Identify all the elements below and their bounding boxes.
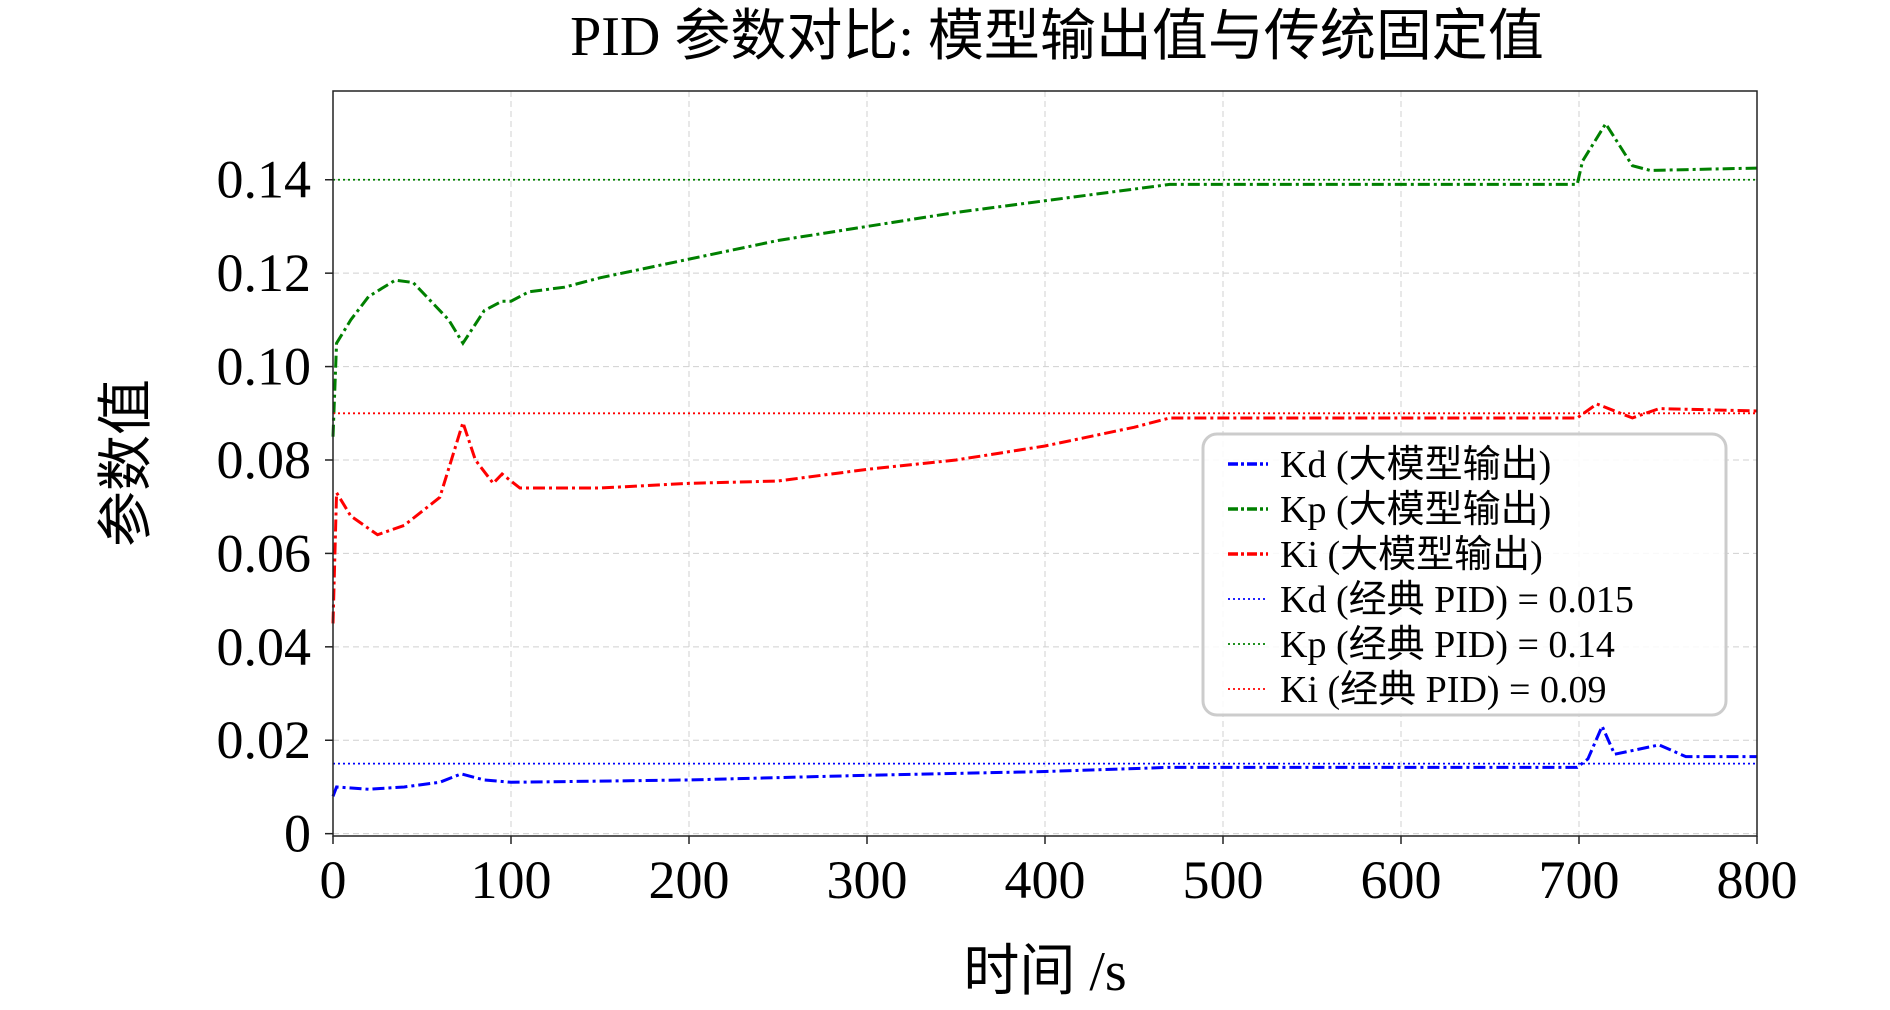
y-tick-label: 0.02 [217, 710, 312, 770]
series-line-2 [331, 402, 1758, 624]
x-tick-label: 0 [320, 850, 347, 910]
y-tick-label: 0 [284, 804, 311, 864]
y-tick-label: 0.06 [217, 523, 312, 583]
series-lines [331, 120, 1758, 797]
x-tick-label: 800 [1717, 850, 1798, 910]
y-axis-label: 参数值 [96, 379, 158, 547]
y-tick-label: 0.10 [217, 337, 312, 397]
legend-label: Kp (大模型输出) [1280, 489, 1551, 531]
x-tick-label: 700 [1539, 850, 1620, 910]
series-line-1 [331, 120, 1758, 437]
y-tick-label: 0.14 [217, 150, 312, 210]
y-tick-label: 0.12 [217, 243, 312, 303]
legend-label: Ki (大模型输出) [1280, 534, 1543, 576]
legend-label: Kd (大模型输出) [1280, 444, 1551, 486]
legend: Kd (大模型输出)Kp (大模型输出)Ki (大模型输出)Kd (经典 PID… [1201, 432, 1728, 717]
legend-box [1201, 432, 1728, 717]
y-tick-label: 0.08 [217, 430, 312, 490]
x-tick-label: 400 [1005, 850, 1086, 910]
x-axis-label: 时间 /s [963, 941, 1126, 1003]
x-tick-label: 600 [1361, 850, 1442, 910]
x-tick-label: 500 [1183, 850, 1264, 910]
y-tick-label: 0.04 [217, 617, 312, 677]
legend-label: Kd (经典 PID) = 0.015 [1280, 579, 1634, 621]
x-tick-label: 200 [649, 850, 730, 910]
series-line-0 [331, 722, 1757, 797]
axis-ticks: 0 100 200 300 400 500 600 700 800 0 0.02 0.04 0.06 0.… [217, 150, 1798, 910]
legend-label: Kp (经典 PID) = 0.14 [1280, 624, 1615, 666]
x-tick-label: 300 [827, 850, 908, 910]
legend-label: Ki (经典 PID) = 0.09 [1280, 669, 1606, 711]
x-tick-label: 100 [471, 850, 552, 910]
chart-title: PID 参数对比: 模型输出值与传统固定值 [570, 6, 1544, 68]
